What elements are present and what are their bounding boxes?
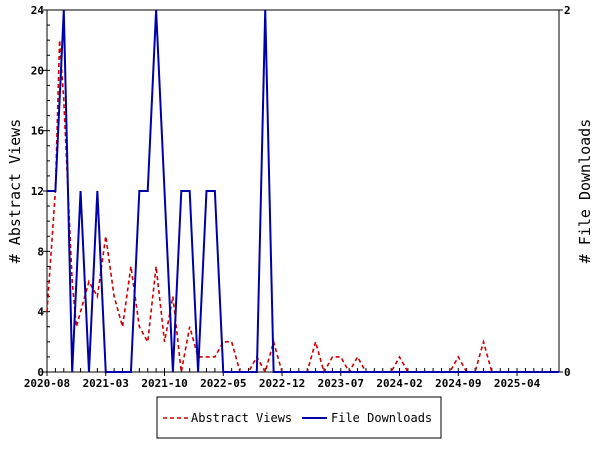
y2-tick-label: 2 [564,4,571,17]
legend: Abstract Views File Downloads [156,396,442,439]
y-tick-label: 4 [37,306,44,319]
x-tick-label: 2022-05 [200,377,246,390]
y2-axis-ticks: 02 [559,4,571,379]
legend-label-abstract-views: Abstract Views [191,411,292,425]
x-tick-label: 2021-03 [83,377,129,390]
y-tick-label: 0 [37,366,44,379]
y-axis-title: # Abstract Views [6,119,24,264]
legend-label-file-downloads: File Downloads [331,411,432,425]
plot-area: 2020-08 2021-03 2021-10 2022-05 2022-12 2023-… [24,4,571,390]
y-tick-label: 24 [31,4,45,17]
x-tick-label: 2021-10 [141,377,187,390]
x-tick-label: 2025-04 [494,377,541,390]
y-tick-label: 16 [31,125,45,138]
x-tick-label: 2024-09 [435,377,481,390]
y-tick-label: 20 [31,64,44,77]
series-line-file-downloads [47,9,559,373]
x-tick-label: 2020-08 [24,377,70,390]
x-tick-label: 2024-02 [376,377,422,390]
y-axis-ticks: 0 4 8 12 16 20 24 [31,4,50,379]
y2-axis-title: # File Downloads [576,119,594,264]
x-tick-label: 2023-07 [318,377,364,390]
legend-box [156,396,442,439]
y-tick-label: 8 [37,245,44,258]
series-line-abstract-views [46,40,559,375]
x-tick-label: 2022-12 [259,377,305,390]
series-layer [46,9,559,375]
y2-tick-label: 0 [564,366,571,379]
y-tick-label: 12 [31,185,44,198]
